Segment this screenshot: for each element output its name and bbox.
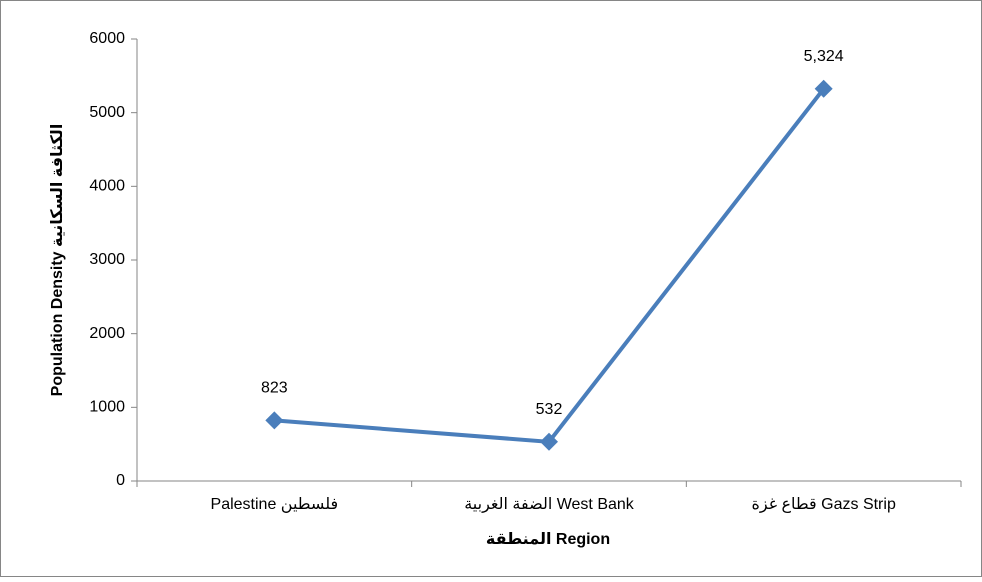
data-label: 5,324: [804, 48, 844, 65]
x-axis-label: المنطقة Region: [486, 531, 610, 548]
y-tick-label: 6000: [89, 30, 125, 47]
y-tick-label: 5000: [89, 104, 125, 121]
y-tick-label: 4000: [89, 178, 125, 195]
data-label: 823: [261, 380, 288, 397]
y-tick-label: 3000: [89, 251, 125, 268]
data-label: 532: [536, 401, 563, 418]
y-axis-label: Population Density الكثافة السكانية: [49, 124, 66, 397]
x-tick-label: Palestine فلسطين: [211, 496, 339, 514]
x-tick-label: قطاع غزة Gazs Strip: [751, 496, 895, 514]
marker: [265, 411, 284, 430]
y-tick-label: 0: [116, 472, 125, 489]
marker: [540, 432, 558, 451]
x-tick-label: الضفة الغربية West Bank: [464, 496, 635, 514]
y-tick-label: 2000: [89, 325, 125, 342]
marker: [814, 79, 833, 98]
y-tick-label: 1000: [89, 399, 125, 416]
